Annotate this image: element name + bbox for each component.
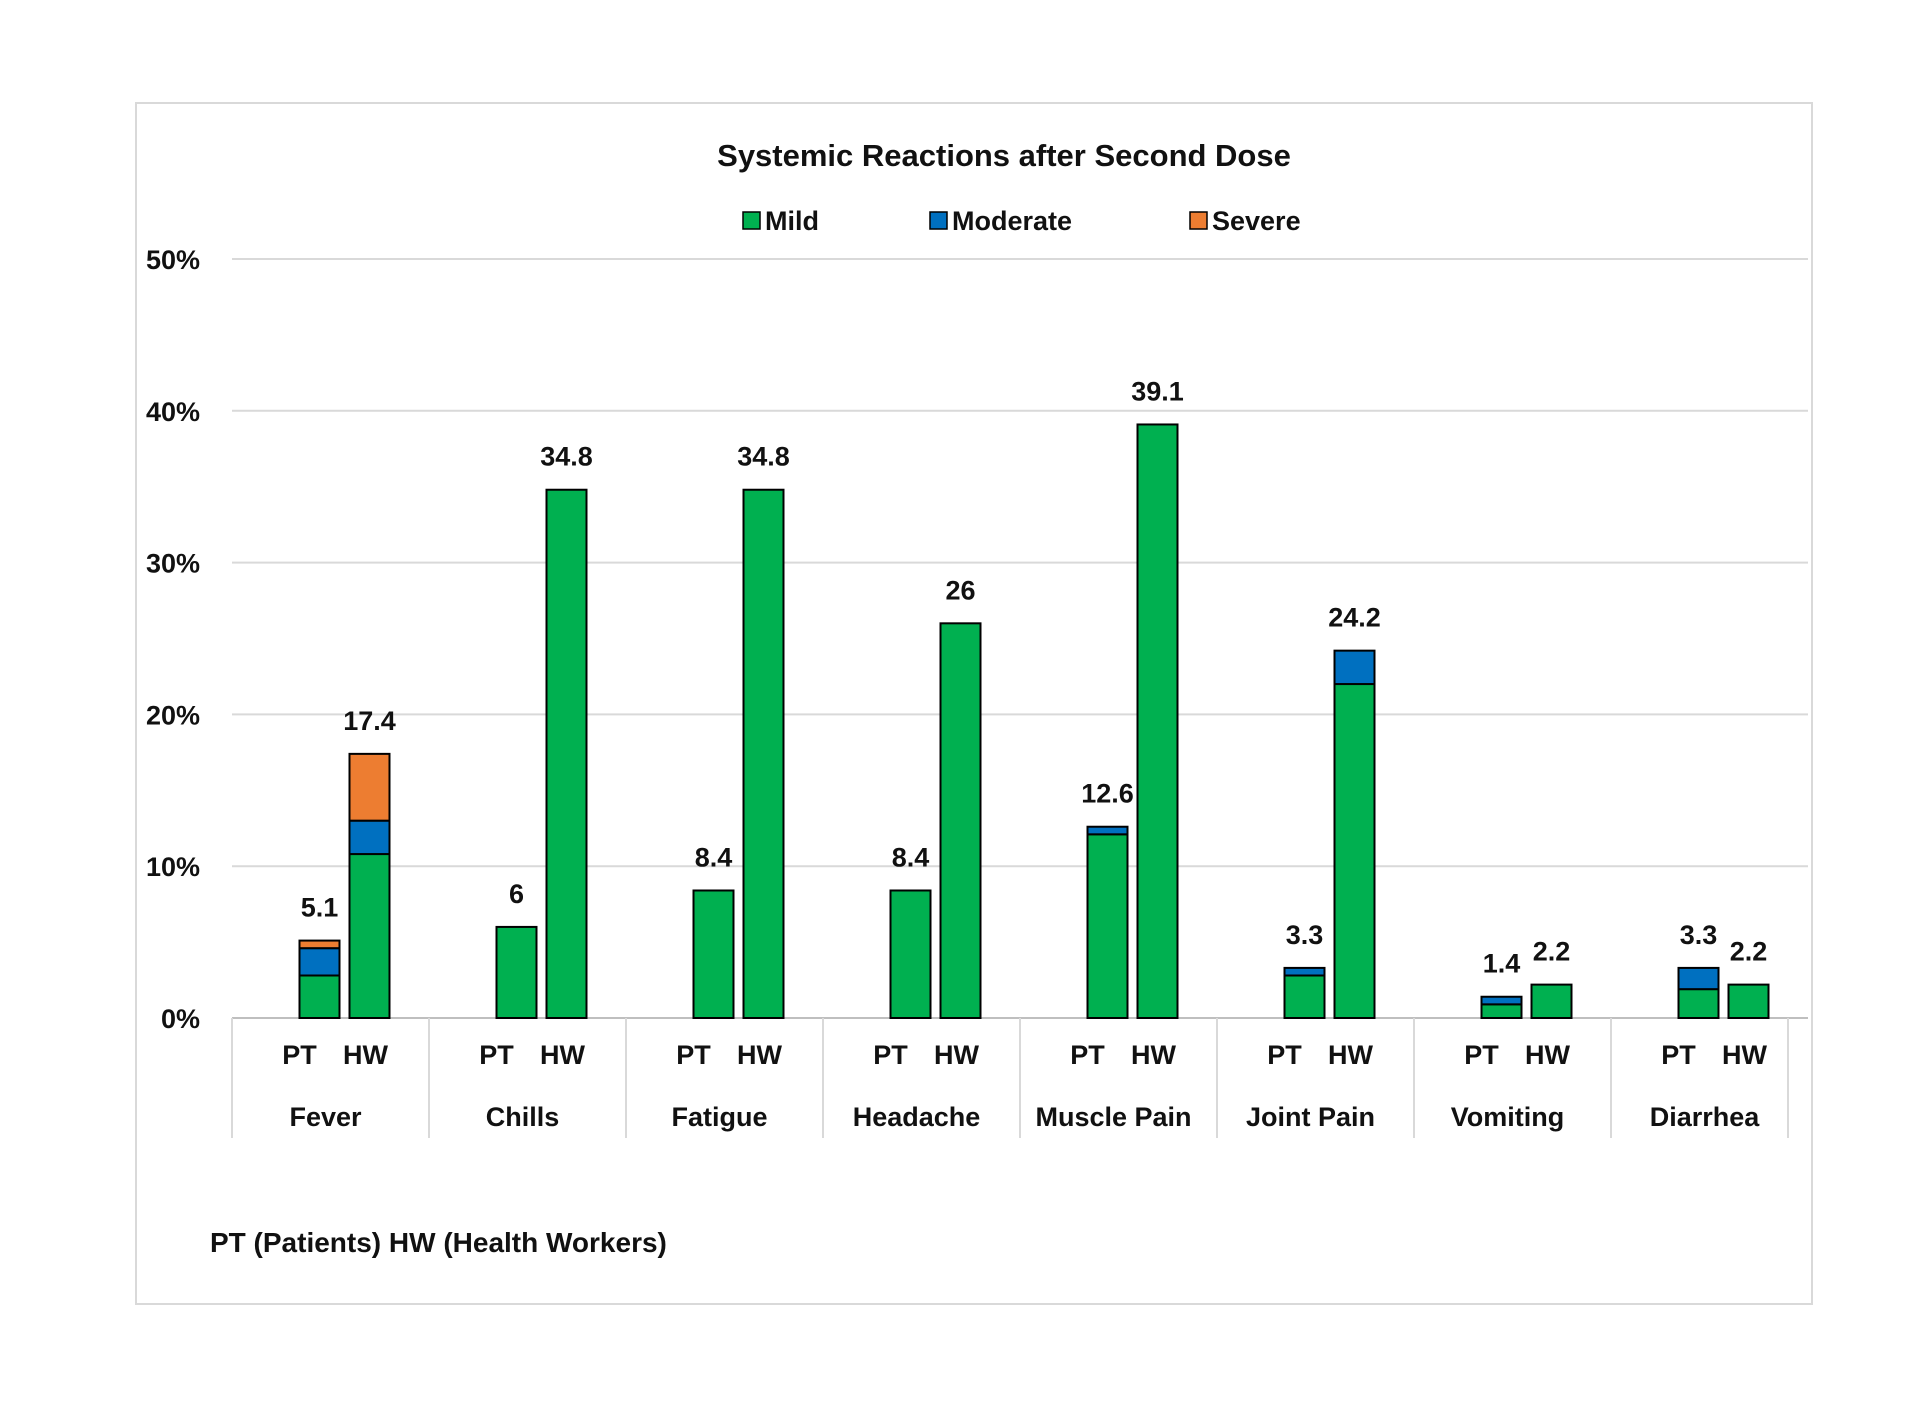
x-subcategory-label: PT [1070,1040,1105,1070]
legend-item-mild: Mild [742,206,819,236]
x-category-label: Joint Pain [1246,1102,1375,1132]
x-subcategory-label: PT [1267,1040,1302,1070]
y-tick-label: 30% [146,549,200,579]
y-tick-label: 50% [146,245,200,275]
data-label: 3.3 [1680,920,1718,950]
bar-diarrhea-hw-mild [1727,983,1770,1020]
y-tick-label: 0% [161,1004,200,1034]
legend-item-moderate: Moderate [929,206,1072,236]
x-axis: PT HW Fever PT HW Chills PT HW Fatigue PT HW Headac… [231,1018,1789,1138]
y-tick-label: 40% [146,397,200,427]
bar-muscle-pain-hw-mild [1136,423,1179,1020]
bars [298,423,1770,1020]
x-category-label: Headache [853,1102,981,1132]
data-label: 12.6 [1081,779,1134,809]
x-category-label: Vomiting [1451,1102,1564,1132]
chart-title: Systemic Reactions after Second Dose [717,138,1291,173]
bar-chills-hw-mild [545,488,588,1019]
x-subcategory-label: HW [1328,1040,1373,1070]
x-subcategory-label: PT [282,1040,317,1070]
data-label: 39.1 [1131,376,1184,406]
x-category-label: Diarrhea [1650,1102,1761,1132]
bar-chills-pt-mild [495,925,538,1019]
data-label: 26 [945,575,975,605]
legend: Mild Moderate Severe [742,206,1301,236]
x-subcategory-label: HW [1131,1040,1176,1070]
bar-diarrhea-pt-mild [1677,988,1720,1020]
bar-joint-pain-hw-moderate [1333,649,1376,686]
data-label: 17.4 [343,706,396,736]
gridlines [232,258,1808,1019]
x-category-label: Fatigue [671,1102,767,1132]
x-subcategory-label: HW [1525,1040,1570,1070]
bar-fever-hw-moderate [348,819,391,856]
x-subcategory-label: HW [1722,1040,1767,1070]
data-label: 8.4 [892,842,930,872]
data-label: 2.2 [1730,937,1768,967]
y-tick-label: 20% [146,700,200,730]
data-label: 3.3 [1286,920,1324,950]
data-label: 2.2 [1533,937,1571,967]
x-category-label: Chills [486,1102,560,1132]
bar-fever-pt-severe [298,939,341,950]
bar-fever-hw-mild [348,853,391,1020]
bar-fever-pt-moderate [298,947,341,977]
chart-footnote: PT (Patients) HW (Health Workers) [210,1227,667,1258]
legend-swatch [742,211,761,230]
x-subcategory-label: HW [737,1040,782,1070]
x-subcategory-label: HW [934,1040,979,1070]
x-subcategory-label: PT [1464,1040,1499,1070]
legend-swatch [1189,211,1208,230]
bar-vomiting-pt-moderate [1480,995,1523,1006]
bar-headache-pt-mild [889,889,932,1019]
bar-fatigue-hw-mild [742,488,785,1019]
bar-fever-hw-severe [348,752,391,822]
bar-muscle-pain-pt-moderate [1086,825,1129,836]
x-subcategory-label: PT [676,1040,711,1070]
x-category-label: Muscle Pain [1035,1102,1191,1132]
data-label: 34.8 [540,442,593,472]
x-subcategory-label: HW [540,1040,585,1070]
y-axis-tick-labels: 0% 10% 20% 30% 40% 50% [146,245,200,1034]
bar-joint-pain-pt-mild [1283,974,1326,1019]
x-subcategory-label: PT [873,1040,908,1070]
data-label: 34.8 [737,442,790,472]
bar-muscle-pain-pt-mild [1086,833,1129,1020]
bar-vomiting-pt-mild [1480,1003,1523,1020]
data-label: 8.4 [695,842,733,872]
x-subcategory-label: PT [479,1040,514,1070]
x-subcategory-label: PT [1661,1040,1696,1070]
x-subcategory-label: HW [343,1040,388,1070]
data-label: 24.2 [1328,603,1381,633]
data-labels: 5.1 17.4 6 34.8 8.4 34.8 8.4 26 12.6 39.1 3.3 24.2 1… [301,376,1768,978]
data-label: 5.1 [301,893,339,923]
bar-joint-pain-hw-mild [1333,683,1376,1019]
legend-swatch [929,211,948,230]
bar-joint-pain-pt-moderate [1283,966,1326,977]
bar-fatigue-pt-mild [692,889,735,1019]
bar-fever-pt-mild [298,974,341,1019]
legend-item-severe: Severe [1189,206,1301,236]
bar-diarrhea-pt-moderate [1677,966,1720,991]
bar-vomiting-hw-mild [1530,983,1573,1020]
legend-label: Mild [765,206,819,236]
legend-label: Moderate [952,206,1072,236]
x-category-label: Fever [289,1102,362,1132]
data-label: 1.4 [1483,949,1521,979]
bar-headache-hw-mild [939,622,982,1019]
y-tick-label: 10% [146,852,200,882]
legend-label: Severe [1212,206,1301,236]
data-label: 6 [509,879,524,909]
